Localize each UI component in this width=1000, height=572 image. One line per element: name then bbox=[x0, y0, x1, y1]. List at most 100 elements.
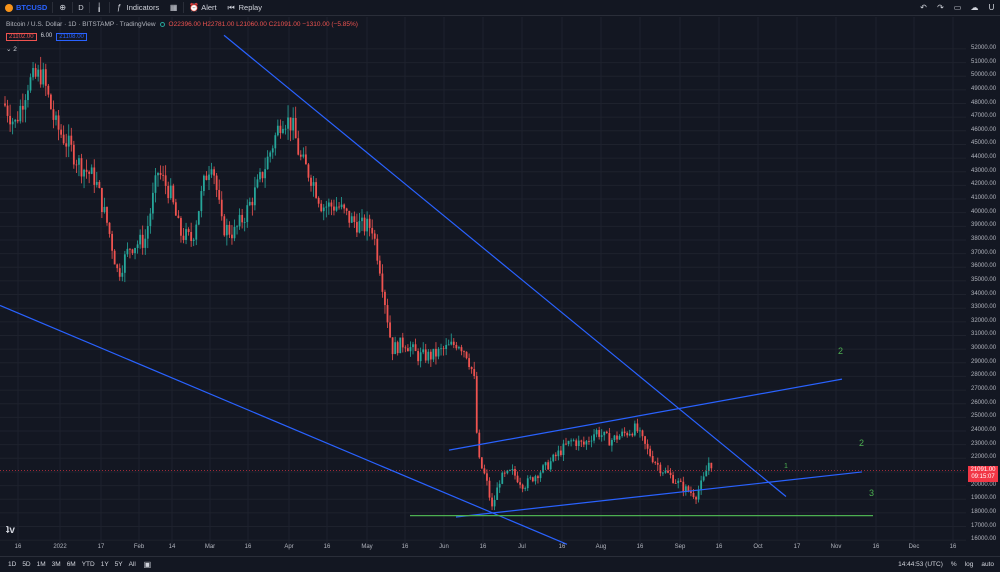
candle-body bbox=[470, 367, 473, 370]
range-button-5d[interactable]: 5D bbox=[22, 561, 31, 568]
candle-body bbox=[667, 470, 669, 473]
time-tick: May bbox=[361, 544, 373, 550]
time-tick: Aug bbox=[595, 544, 607, 550]
price-tick: 45000.00 bbox=[971, 140, 997, 147]
candle-body bbox=[248, 201, 251, 206]
price-tick: 40000.00 bbox=[971, 208, 997, 215]
bar-countdown: 09:15:07 bbox=[971, 473, 995, 480]
templates-button[interactable]: ▦ bbox=[164, 0, 183, 16]
time-tick: 16 bbox=[479, 544, 487, 550]
compare-button[interactable]: ⊕ bbox=[53, 0, 72, 16]
candle-body bbox=[368, 218, 371, 228]
candle-body bbox=[435, 348, 437, 357]
candle-body bbox=[386, 305, 389, 323]
interval-button[interactable]: D bbox=[73, 0, 88, 16]
candle-body bbox=[371, 227, 374, 234]
chart-area[interactable] bbox=[0, 17, 1000, 555]
cloud-icon[interactable]: ☁ bbox=[970, 3, 979, 12]
candle-body bbox=[651, 456, 654, 463]
candle-body bbox=[407, 348, 409, 352]
candle-body bbox=[14, 119, 17, 122]
candle-body bbox=[180, 218, 182, 236]
candle-body bbox=[182, 235, 185, 241]
candle-body bbox=[9, 115, 11, 125]
candle-body bbox=[190, 232, 193, 241]
bid-price[interactable]: 21102.00 bbox=[6, 33, 37, 41]
candle-body bbox=[93, 167, 96, 185]
candle-body bbox=[325, 206, 328, 208]
candle-body bbox=[463, 351, 465, 353]
range-button-3m[interactable]: 3M bbox=[51, 561, 61, 568]
candle-body bbox=[493, 499, 496, 507]
clock[interactable]: 14:44:53 (UTC) bbox=[898, 561, 943, 568]
candle-body bbox=[404, 347, 407, 349]
time-tick: 14 bbox=[168, 544, 176, 550]
candle-body bbox=[394, 342, 397, 355]
time-tick: Sep bbox=[674, 544, 686, 550]
candle-body bbox=[577, 440, 580, 446]
range-button-5y[interactable]: 5Y bbox=[114, 561, 123, 568]
candle-body bbox=[700, 480, 703, 491]
layout-icon[interactable]: ▭ bbox=[953, 3, 962, 12]
symbol-search[interactable]: BTCUSD bbox=[0, 0, 52, 16]
candle-body bbox=[465, 351, 468, 359]
candle-body bbox=[639, 430, 641, 432]
range-button-all[interactable]: All bbox=[128, 561, 136, 568]
percent-toggle[interactable]: % bbox=[950, 561, 957, 568]
candle-body bbox=[149, 213, 152, 227]
price-chart[interactable] bbox=[0, 17, 1000, 555]
auto-toggle[interactable]: auto bbox=[981, 561, 994, 568]
ask-price[interactable]: 21108.00 bbox=[56, 33, 87, 41]
candle-body bbox=[228, 224, 231, 235]
candle-body bbox=[264, 169, 266, 179]
candle-body bbox=[389, 322, 391, 338]
candle-body bbox=[580, 440, 583, 442]
candle-body bbox=[664, 470, 667, 473]
candle-body bbox=[218, 189, 221, 200]
range-button-6m[interactable]: 6M bbox=[66, 561, 76, 568]
log-toggle[interactable]: log bbox=[964, 561, 974, 568]
candle-body bbox=[154, 175, 157, 193]
price-tick: 44000.00 bbox=[971, 154, 997, 161]
candle-body bbox=[498, 483, 501, 488]
chart-type-button[interactable]: ╽ bbox=[90, 0, 109, 16]
candle-body bbox=[529, 477, 532, 479]
candle-body bbox=[603, 431, 606, 436]
candle-body bbox=[628, 433, 631, 436]
price-tick: 38000.00 bbox=[971, 235, 997, 242]
candle-body bbox=[302, 154, 305, 157]
redo-icon[interactable]: ↷ bbox=[937, 3, 944, 12]
candle-body bbox=[399, 337, 402, 354]
range-button-1y[interactable]: 1Y bbox=[100, 561, 109, 568]
indicators-button[interactable]: ƒ Indicators bbox=[110, 0, 165, 16]
price-tick: 19000.00 bbox=[971, 495, 997, 502]
user-icon[interactable]: U bbox=[988, 3, 995, 12]
range-button-ytd[interactable]: YTD bbox=[81, 561, 95, 568]
price-tick: 46000.00 bbox=[971, 126, 997, 133]
range-button-1d[interactable]: 1D bbox=[8, 561, 17, 568]
candle-body bbox=[361, 217, 363, 222]
alert-button[interactable]: ⏰ Alert bbox=[184, 0, 221, 16]
candle-body bbox=[608, 433, 611, 446]
legend-ohlc: O22396.00 H22781.00 L21060.00 C21091.00 … bbox=[168, 21, 358, 28]
candle-body bbox=[330, 202, 333, 207]
date-range-icon[interactable]: ▣ bbox=[143, 560, 152, 569]
price-tick: 18000.00 bbox=[971, 508, 997, 515]
candles-icon: ╽ bbox=[96, 3, 102, 12]
price-tick: 17000.00 bbox=[971, 522, 997, 529]
candle-body bbox=[636, 423, 639, 432]
candle-body bbox=[88, 171, 91, 174]
candle-body bbox=[169, 185, 172, 199]
replay-button[interactable]: ⏮ Replay bbox=[222, 0, 267, 16]
candle-body bbox=[85, 169, 88, 172]
indicators-toggle[interactable]: ⌄ 2 bbox=[6, 46, 17, 53]
time-tick: 17 bbox=[97, 544, 105, 550]
range-button-1m[interactable]: 1M bbox=[36, 561, 46, 568]
candle-body bbox=[187, 229, 190, 233]
undo-icon[interactable]: ↶ bbox=[920, 3, 927, 12]
candle-body bbox=[121, 272, 124, 277]
last-price-tag: 21091.00 09:15:07 bbox=[968, 465, 998, 482]
wave-label: 2 bbox=[859, 438, 865, 448]
time-axis[interactable]: 16 2022 17 Feb 14 Mar 16 Apr 16 May 16 Jun 16 Jul 16 Au… bbox=[0, 544, 966, 554]
time-tick: 16 bbox=[244, 544, 252, 550]
